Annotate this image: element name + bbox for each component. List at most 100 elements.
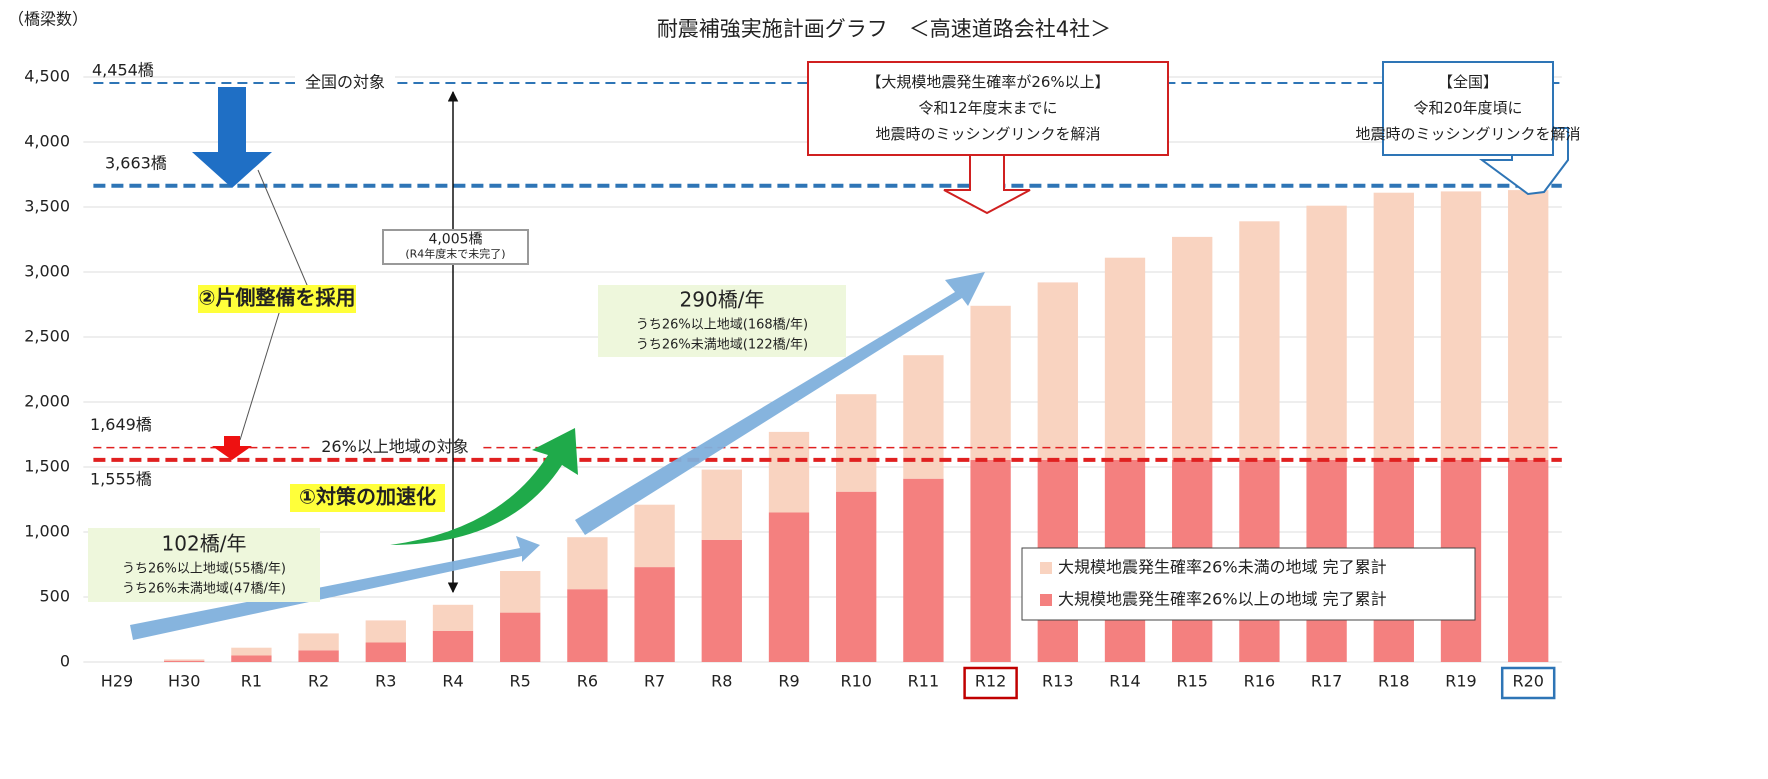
bar-segment	[1440, 191, 1482, 460]
x-tick-label: R18	[1378, 672, 1409, 691]
bar-segment	[634, 504, 675, 568]
note-text: 102橋/年	[162, 532, 247, 556]
legend-label: 大規模地震発生確率26%以上の地域 完了累計	[1058, 590, 1387, 609]
bar-segment	[836, 491, 877, 662]
y-tick-label: 500	[39, 587, 70, 606]
x-tick-label: R17	[1311, 672, 1342, 691]
legend-swatch	[1040, 562, 1052, 574]
note-box	[807, 61, 1169, 156]
y-axis-label: （橋梁数）	[8, 10, 88, 29]
down-arrow	[212, 436, 252, 460]
x-tick-label: R5	[510, 672, 531, 691]
note-box	[1382, 61, 1554, 156]
x-tick-label: R10	[840, 672, 871, 691]
x-tick-label: R7	[644, 672, 665, 691]
bar-segment	[298, 650, 339, 662]
x-tick-label: R12	[975, 672, 1006, 691]
reference-value-label: 1,649橋	[90, 415, 152, 434]
y-tick-label: 2,500	[24, 327, 70, 346]
x-tick-label: R9	[778, 672, 799, 691]
x-tick-label: R6	[577, 672, 598, 691]
note-text: うち26%以上地域(168橋/年)	[636, 318, 808, 333]
label-background	[294, 70, 396, 94]
pointer-line	[239, 309, 281, 441]
y-tick-label: 1,000	[24, 522, 70, 541]
bar-segment	[567, 589, 608, 662]
bar-segment	[1037, 282, 1078, 460]
x-tick-label: R8	[711, 672, 732, 691]
notes: 4,005橋(R4年度末で未完了)②片側整備を採用①対策の加速化102橋/年うち…	[88, 61, 1581, 602]
bar-segment	[1172, 236, 1213, 460]
bar-segment	[1306, 205, 1347, 460]
bar-segment	[1373, 192, 1414, 460]
y-tick-label: 4,500	[24, 67, 70, 86]
callout-arrow	[943, 154, 1031, 215]
bar-segment	[231, 655, 272, 662]
reference-value-label: 3,663橋	[105, 153, 167, 172]
accel-arrow	[390, 428, 578, 545]
y-tick-label: 0	[60, 652, 70, 671]
bar-segment	[970, 305, 1011, 460]
bar-segment	[365, 620, 406, 643]
y-tick-label: 2,000	[24, 392, 70, 411]
bar-segment	[500, 612, 541, 662]
y-tick-label: 1,500	[24, 457, 70, 476]
note-text: ①対策の加速化	[299, 485, 436, 509]
note-text: 4,005橋	[428, 232, 482, 248]
note-box	[198, 285, 356, 313]
bar-segment	[298, 633, 339, 651]
bar-segment	[970, 459, 1011, 662]
bar-segment	[567, 537, 608, 590]
note-text: 地震時のミッシングリンクを解消	[1355, 125, 1580, 143]
x-tick-label: R1	[241, 672, 262, 691]
legend-box	[1021, 547, 1476, 621]
trend-arrow	[575, 272, 985, 535]
x-tick-label: R13	[1042, 672, 1073, 691]
decorations	[130, 87, 1569, 640]
bar-segment	[701, 469, 742, 540]
bar-segment	[365, 642, 406, 662]
bar-segment	[231, 647, 272, 656]
note-text: うち26%以上地域(55橋/年)	[122, 562, 286, 577]
note-text: うち26%未満地域(122橋/年)	[636, 338, 808, 353]
y-tick-label: 4,000	[24, 132, 70, 151]
label-background	[311, 435, 479, 459]
x-tick-label: R15	[1176, 672, 1207, 691]
y-tick-label: 3,500	[24, 197, 70, 216]
x-tick-label: H30	[168, 672, 200, 691]
x-tick-label: R4	[442, 672, 463, 691]
bar-segment	[768, 512, 810, 662]
note-text: うち26%未満地域(47橋/年)	[122, 582, 286, 597]
bar-segment	[634, 567, 675, 662]
bar-segment	[432, 630, 474, 662]
legend-label: 大規模地震発生確率26%未満の地域 完了累計	[1058, 558, 1387, 577]
pointer-line	[257, 169, 311, 293]
x-tick-label: R19	[1445, 672, 1476, 691]
note-text: 290橋/年	[680, 288, 765, 312]
x-tick-label: R3	[375, 672, 396, 691]
bar-segment	[1508, 459, 1549, 662]
note-box	[88, 528, 320, 602]
x-tick-label: R14	[1109, 672, 1140, 691]
x-tick-label: H29	[101, 672, 133, 691]
note-text: (R4年度末で未完了)	[405, 247, 505, 261]
bar-segment	[164, 660, 205, 662]
note-text: 【大規模地震発生確率が26%以上】	[866, 73, 1109, 91]
bar-segment	[432, 604, 474, 631]
note-text: 令和20年度頃に	[1413, 99, 1522, 117]
note-text: 地震時のミッシングリンクを解消	[875, 125, 1100, 143]
down-arrow	[192, 87, 272, 188]
x-tick-label: R16	[1244, 672, 1275, 691]
y-tick-label: 3,000	[24, 262, 70, 281]
bar-segment	[500, 571, 541, 613]
reference-value-label: 4,454橋	[92, 60, 154, 79]
note-box	[382, 229, 529, 265]
legend-swatch	[1040, 594, 1052, 606]
bar-segment	[836, 394, 877, 492]
trend-arrow	[130, 536, 540, 640]
chart-title: 耐震補強実施計画グラフ ＜高速道路会社4社＞	[657, 17, 1111, 41]
note-box	[598, 285, 846, 357]
x-tick-label: R2	[308, 672, 329, 691]
